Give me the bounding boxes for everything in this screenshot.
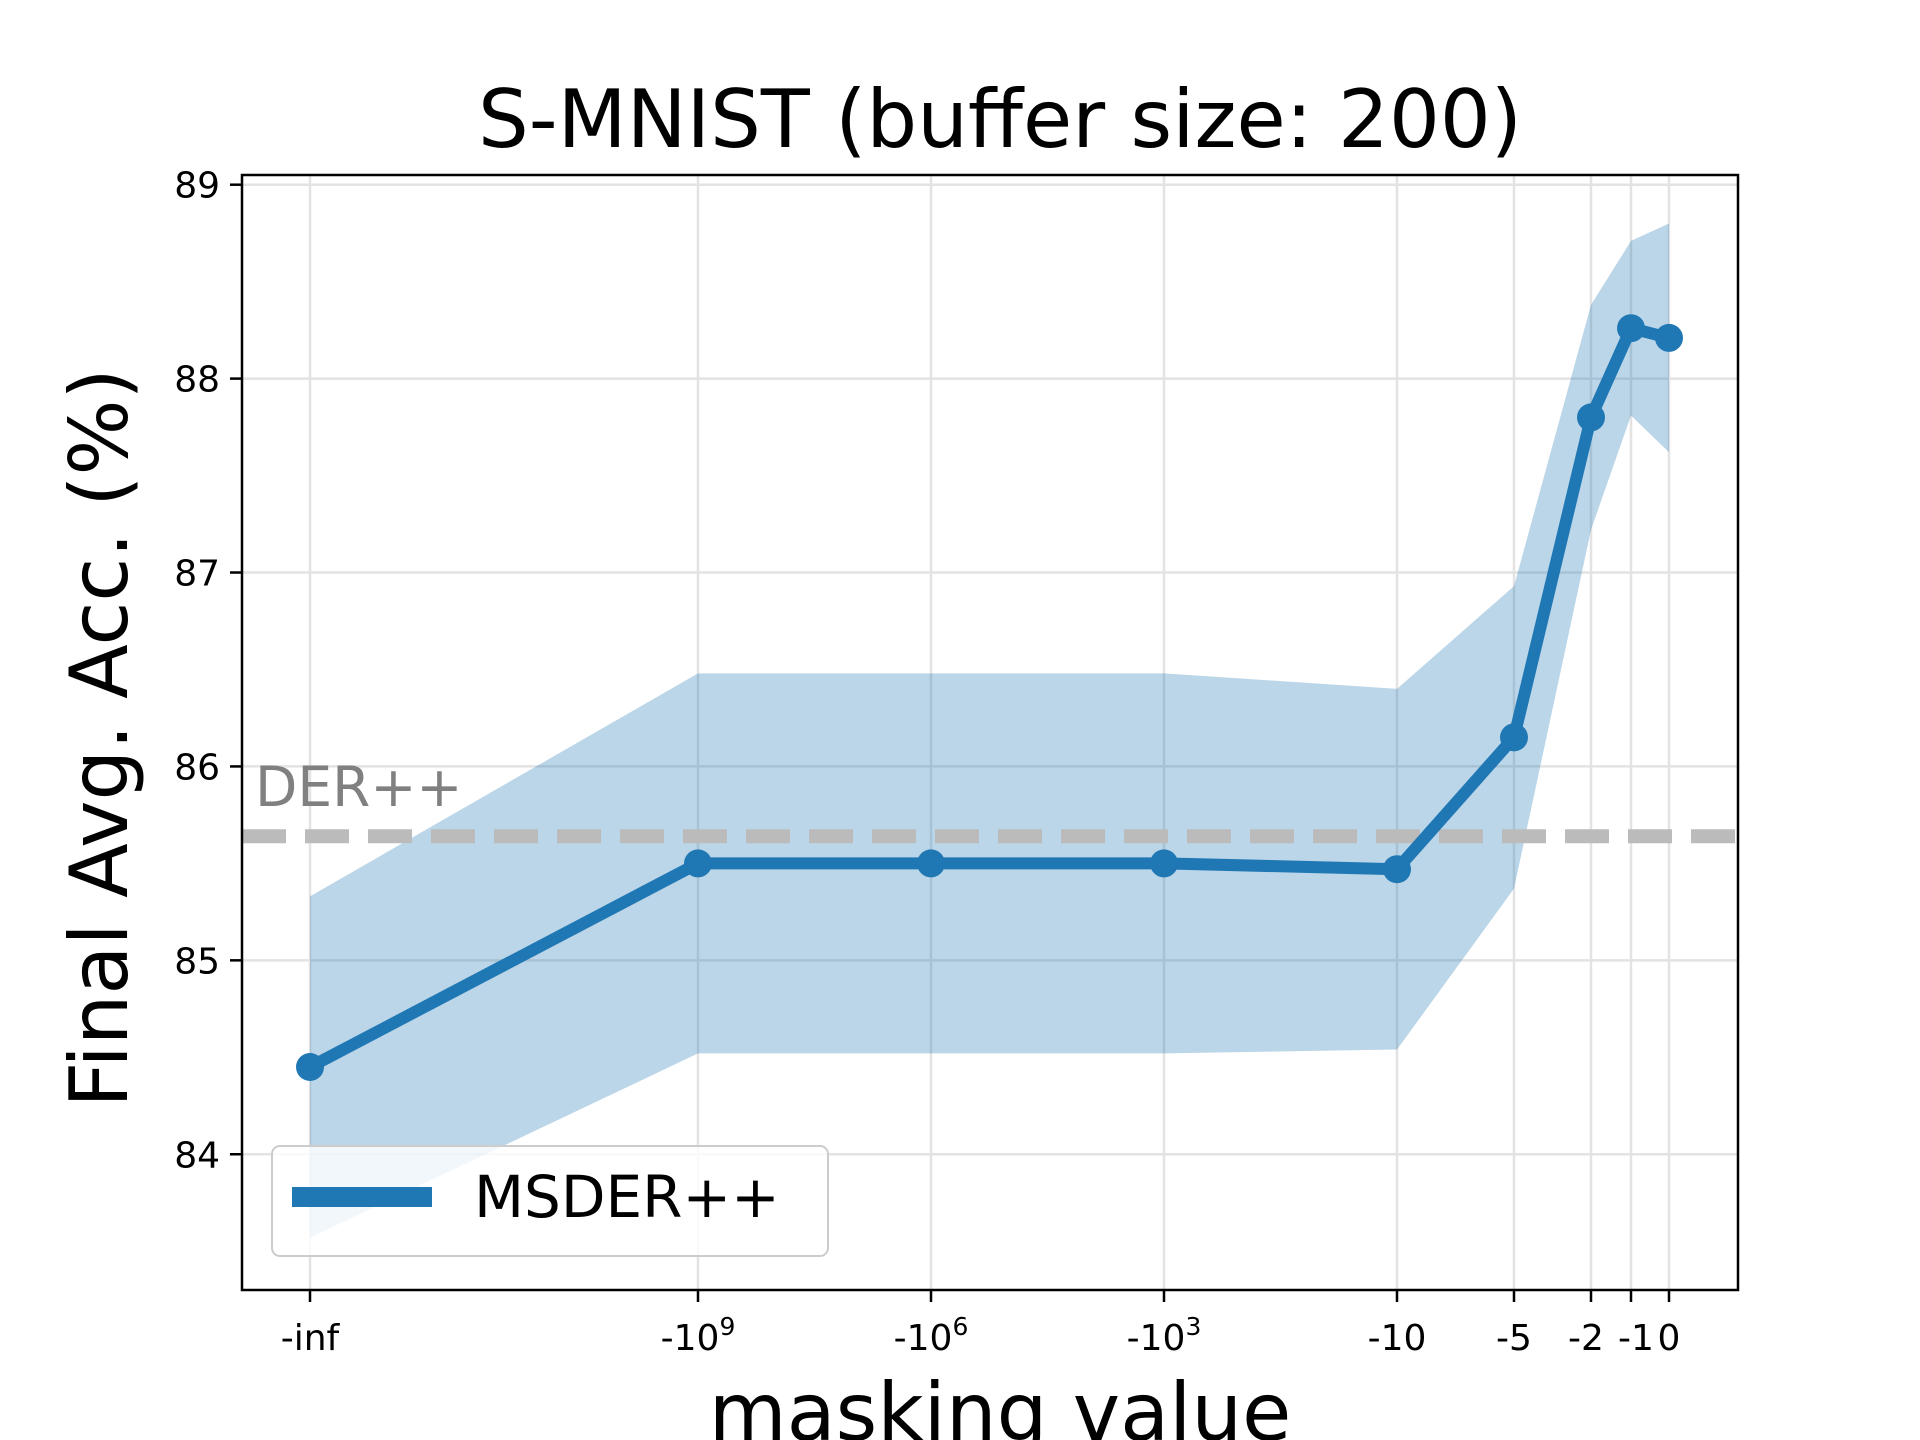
data-point [917,849,945,878]
x-tick-label: -2 [1568,1318,1604,1359]
y-tick-label: 84 [174,1135,220,1176]
x-tick-label: -103 [1127,1312,1202,1359]
data-point [1617,314,1645,343]
x-tick-label: -106 [894,1312,969,1359]
data-point [1577,403,1605,432]
x-tick-label: -inf [281,1318,341,1359]
legend: MSDER++ [271,1145,829,1257]
y-axis-ticks: 84 85 86 87 88 89 [174,166,242,1176]
reference-line: DER++ [242,755,1738,844]
x-tick-exponent: 3 [1185,1312,1201,1341]
y-axis-label: Final Avg. Acc. (%) [53,368,146,1107]
x-tick-label: -5 [1496,1318,1532,1359]
x-tick-exponent: 9 [719,1312,735,1341]
y-tick-label: 89 [174,166,220,207]
x-axis-label: masking value [709,1366,1292,1440]
confidence-band [310,223,1669,1238]
data-point [1500,723,1528,752]
data-point [1655,323,1683,352]
x-tick-label: 0 [1658,1318,1681,1359]
x-tick-exponent: 6 [952,1312,968,1341]
legend-label-msderpp: MSDER++ [474,1163,780,1231]
y-tick-label: 87 [174,554,220,595]
confidence-band-area [310,223,1669,1238]
x-tick-label: -1 [1618,1318,1654,1359]
data-point [1383,855,1411,884]
x-tick-label: -10 [1368,1318,1427,1359]
reference-line-label: DER++ [255,755,463,819]
data-point [684,849,712,878]
series-layer [296,314,1683,1081]
x-tick-label: -109 [661,1312,736,1359]
chart-title: S-MNIST (buffer size: 200) [478,73,1522,166]
y-tick-label: 88 [174,360,220,401]
plot-frame [240,173,1740,1292]
legend-box [271,1145,829,1257]
data-point [1150,849,1178,878]
data-point [296,1053,324,1081]
x-axis-ticks: -inf -109 -106 -103 -10 -5 -2 -1 0 [281,1290,1681,1359]
y-tick-label: 86 [174,747,220,788]
y-tick-label: 85 [174,941,220,982]
